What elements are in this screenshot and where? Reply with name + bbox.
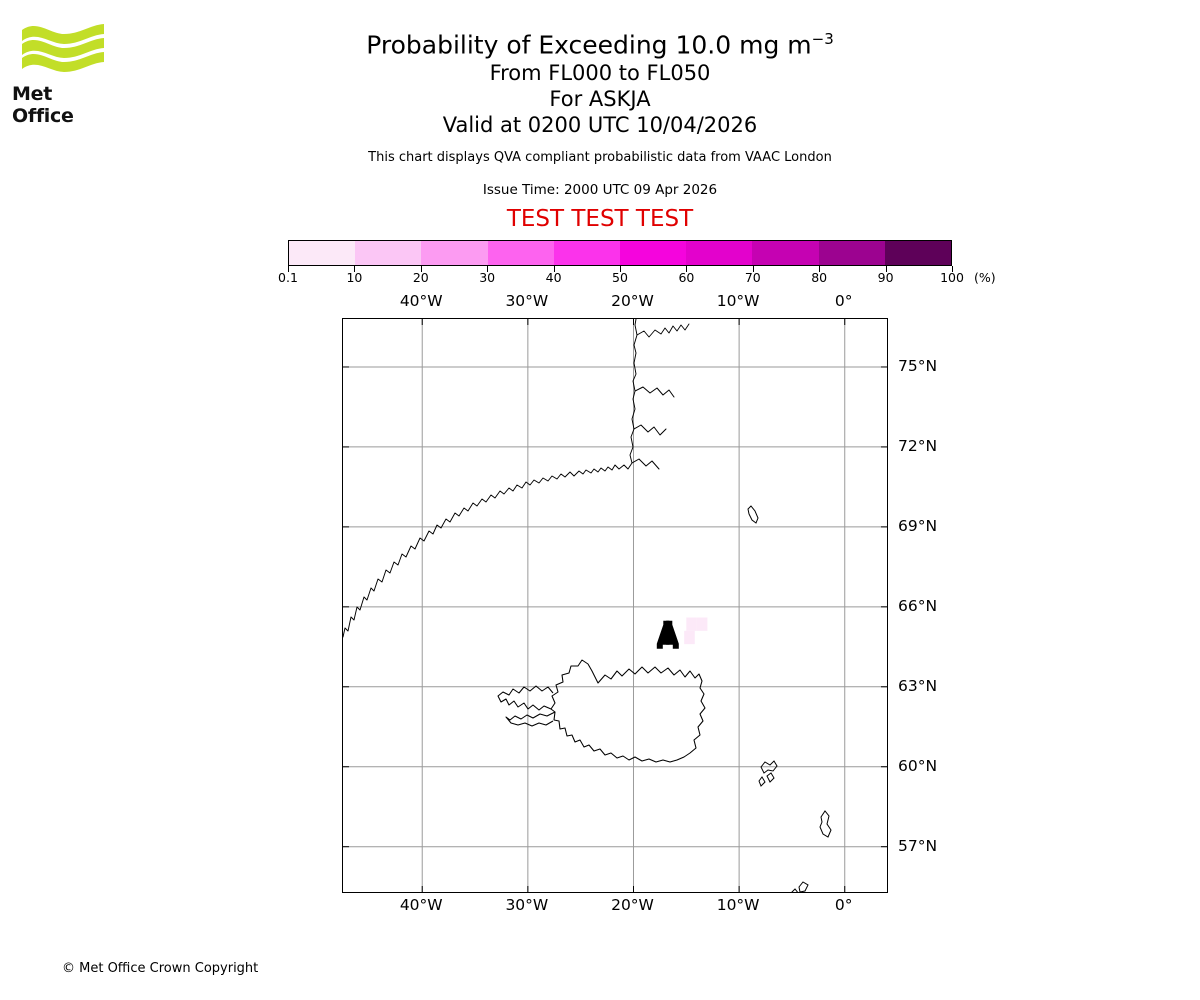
colorbar-unit-label: (%)	[974, 270, 996, 285]
colorbar-tick-70	[752, 266, 754, 272]
lat-label-right-75: 75°N	[898, 356, 938, 375]
colorbar-tick-labels: 0.1 10 20 30 40 50 60 70 80 90 100	[0, 270, 1200, 286]
colorbar-band-60-70	[686, 241, 753, 265]
lat-label-right-57: 57°N	[898, 836, 938, 855]
axis-tick-marks	[343, 319, 887, 892]
colorbar-band-40-50	[553, 241, 621, 265]
lon-label-top--20: 20°W	[611, 292, 654, 310]
map-canvas	[343, 319, 887, 892]
colorbar-label-20: 20	[412, 270, 429, 285]
colorbar-tick-50	[620, 266, 621, 272]
colorbar-band-70-80	[752, 241, 819, 265]
lon-label-bottom-0: 0°	[834, 896, 853, 914]
flight-level-range: From FL000 to FL050	[489, 61, 711, 86]
lon-label-bottom--30: 30°W	[505, 896, 549, 914]
lat-label-right-66: 66°N	[898, 596, 938, 615]
met-office-wordmark: Met Office	[12, 83, 74, 127]
issue-time: Issue Time: 2000 UTC 09 Apr 2026	[482, 182, 718, 199]
colorbar-band-0.1-10	[289, 241, 356, 265]
volcano-name: For ASKJA	[549, 87, 651, 112]
valid-time: Valid at 0200 UTC 10/04/2026	[442, 113, 758, 138]
ash-cell-1	[696, 617, 708, 631]
coastline-greenland-north-inlets	[636, 323, 690, 338]
lat-label-right-72: 72°N	[898, 436, 938, 455]
ash-cell-2	[684, 630, 695, 645]
colorbar-band-30-40	[487, 241, 554, 265]
coastline-iceland-snaefellsnes	[505, 711, 556, 727]
colorbar-band-50-60	[620, 241, 687, 265]
colorbar-band-10-20	[355, 241, 422, 265]
ash-cell-0	[686, 617, 697, 631]
coastline-greenland-fjord-b	[633, 424, 667, 436]
lon-label-top--40: 40°W	[399, 292, 443, 310]
met-office-wave-mark	[22, 24, 104, 72]
lat-label-right-69: 69°N	[898, 516, 938, 535]
lon-label-top--10: 10°W	[716, 292, 760, 310]
coastline-iceland	[497, 659, 706, 763]
volcano-glyph-vent	[666, 620, 670, 645]
colorbar-tick-30	[487, 266, 489, 272]
test-banner: TEST TEST TEST	[506, 206, 694, 233]
colorbar-tick-80	[819, 266, 821, 272]
met-office-logo: Met Office	[12, 20, 112, 127]
map-plot-area[interactable]	[342, 318, 888, 893]
page-title: Probability of Exceeding 10.0 mg m−3	[0, 24, 1200, 60]
coastline-greenland-fjord-a	[634, 386, 675, 398]
colorbar-tick-60	[686, 266, 688, 272]
colorbar-label-50: 50	[612, 270, 628, 285]
colorbar-label-60: 60	[678, 270, 695, 285]
colorbar-label-10: 10	[346, 270, 363, 285]
colorbar-ticks	[288, 266, 953, 278]
colorbar-label-70: 70	[744, 270, 761, 285]
copyright-notice: © Met Office Crown Copyright	[62, 961, 259, 976]
colorbar-tick-90	[885, 266, 887, 272]
colorbar-tick-0.1	[288, 266, 289, 272]
colorbar-band-90-100	[884, 241, 952, 265]
coastline-greenland-fjord-c	[631, 458, 660, 470]
lat-label-right-60: 60°N	[898, 756, 938, 775]
colorbar-band-20-30	[421, 241, 488, 265]
main-title-superscript: −3	[811, 30, 834, 48]
lat-label-right-63: 63°N	[898, 676, 938, 695]
coastlines-layer	[343, 319, 690, 638]
coastline-faroe-islands	[758, 760, 778, 787]
colorbar-tick-40	[553, 266, 555, 272]
colorbar-tick-100	[952, 266, 953, 272]
lon-label-top--30: 30°W	[505, 292, 549, 310]
main-title-text: Probability of Exceeding 10.0 mg m	[366, 30, 812, 60]
coastline-orkney	[791, 881, 809, 892]
lon-label-bottom--20: 20°W	[611, 896, 654, 914]
colorbar-label-80: 80	[811, 270, 828, 285]
probability-colorbar	[288, 240, 952, 266]
lon-label-top-0: 0°	[834, 292, 853, 310]
coastline-greenland	[343, 319, 638, 638]
chart-title-block: Probability of Exceeding 10.0 mg m−3 Fro…	[0, 24, 1200, 233]
qva-note: This chart displays QVA compliant probab…	[368, 150, 832, 166]
colorbar-label-30: 30	[479, 270, 496, 285]
volcano-marker-askja[interactable]	[656, 620, 679, 649]
colorbar-band-80-90	[818, 241, 885, 265]
colorbar-tick-20	[420, 266, 422, 272]
colorbar-bands	[288, 240, 952, 266]
colorbar-label-0.1: 0.1	[278, 270, 298, 285]
colorbar-label-100: 100	[940, 270, 964, 285]
ash-plume-layer	[684, 617, 708, 645]
colorbar-label-90: 90	[877, 270, 894, 285]
coastline-jan-mayen	[747, 505, 759, 524]
lon-label-bottom--40: 40°W	[399, 896, 443, 914]
colorbar-label-40: 40	[545, 270, 562, 285]
coastline-iceland-westfjords	[497, 685, 554, 711]
colorbar-tick-10	[354, 266, 356, 272]
map-gridlines	[343, 319, 887, 892]
lon-label-bottom--10: 10°W	[716, 896, 760, 914]
coastline-shetland	[819, 810, 832, 838]
